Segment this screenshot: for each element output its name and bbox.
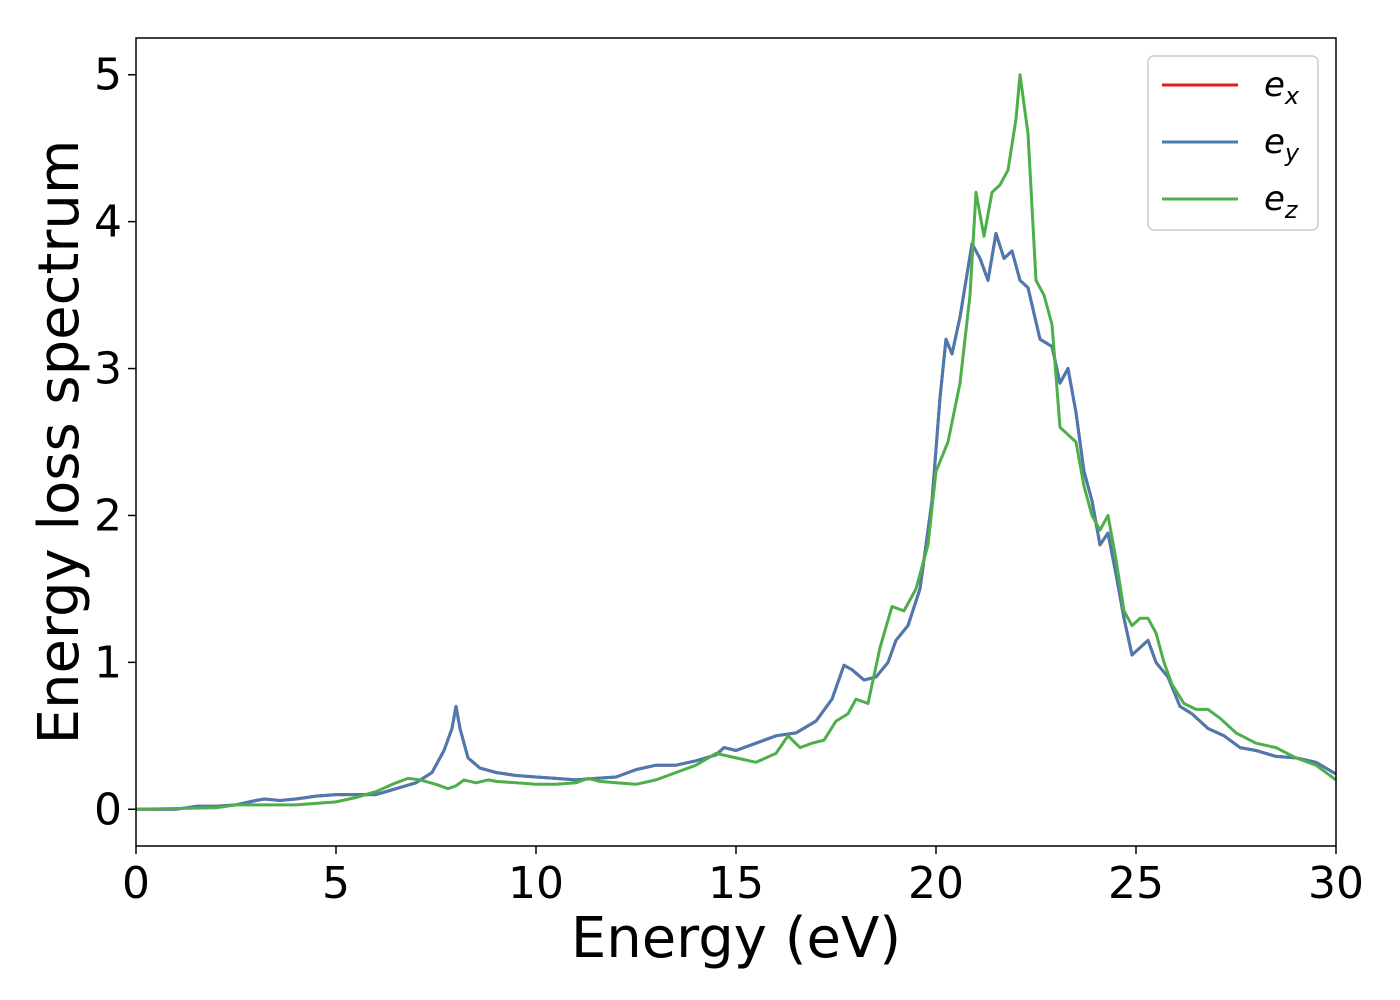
series-line-ex [136, 231, 1337, 811]
y-tick-label: 0 [94, 784, 122, 835]
legend-label-ez: ez [1264, 179, 1299, 224]
x-tick-label: 30 [1308, 858, 1364, 909]
series-line-ez [135, 73, 1337, 811]
y-tick-label: 3 [94, 344, 122, 395]
x-tick-label: 20 [908, 858, 964, 909]
x-tick-label: 15 [708, 858, 764, 909]
legend-label-ey: ey [1264, 122, 1300, 167]
y-tick-label: 4 [94, 197, 122, 248]
x-axis-title: Energy (eV) [571, 906, 901, 971]
y-tick-label: 1 [94, 637, 122, 688]
y-axis-ticks: 0 1 2 3 4 5 [94, 50, 136, 835]
legend-label-ex: ex [1264, 65, 1300, 110]
y-axis-title: Energy loss spectrum [27, 140, 92, 745]
series-lines [135, 73, 1337, 811]
x-axis-ticks: 0 5 10 15 20 25 30 [122, 846, 1364, 909]
y-tick-label: 5 [94, 50, 122, 101]
x-tick-label: 25 [1108, 858, 1164, 909]
legend: ex ey ez [1147, 55, 1319, 231]
series-line-ey [136, 231, 1337, 811]
x-tick-label: 0 [122, 858, 150, 909]
x-tick-label: 5 [322, 858, 350, 909]
x-tick-label: 10 [508, 858, 564, 909]
y-tick-label: 2 [94, 490, 122, 541]
